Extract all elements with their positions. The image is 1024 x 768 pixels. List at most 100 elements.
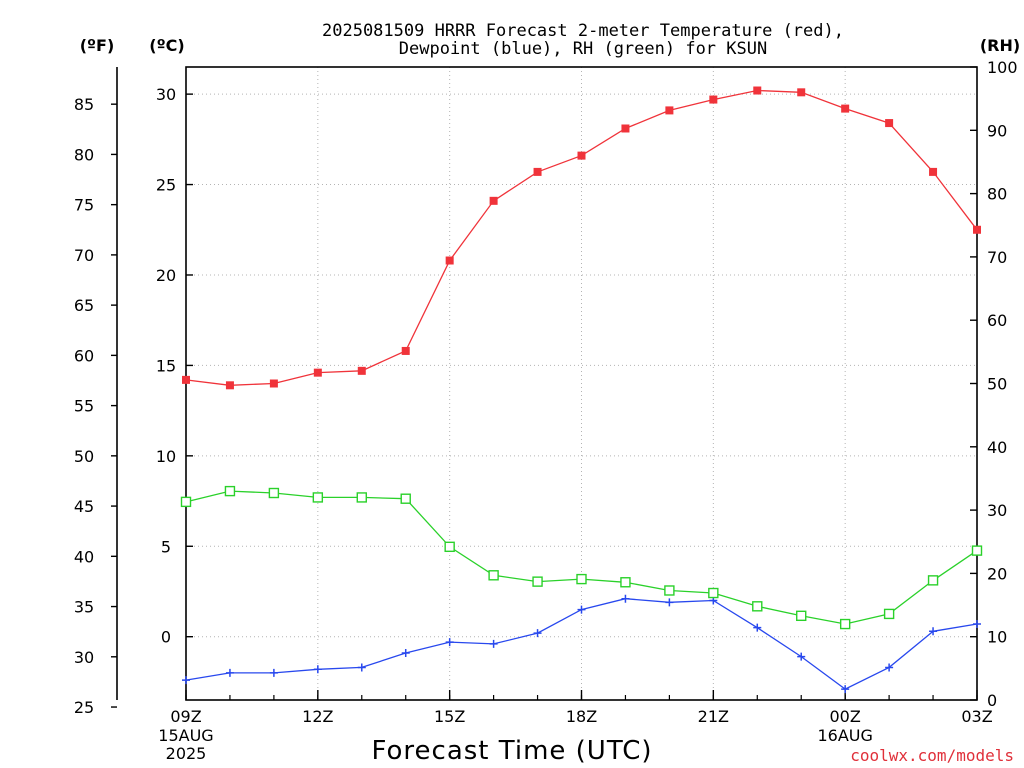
temperature-line — [185, 89, 978, 386]
rh-tick-label: 80 — [987, 185, 1007, 204]
temperature-point — [665, 106, 674, 115]
rh-tick-label: 0 — [987, 691, 997, 710]
temperature-point — [577, 151, 586, 160]
fahrenheit-tick-label: 45 — [74, 497, 94, 516]
fahrenheit-tick-label: 25 — [74, 698, 94, 717]
temperature-point — [797, 88, 806, 97]
temperature-point — [841, 104, 850, 113]
x-tick-label: 00Z — [830, 707, 861, 726]
rh-point — [927, 575, 939, 586]
rh-point — [268, 487, 280, 499]
temperature-point — [973, 225, 981, 234]
x-tick-sublabel: 16AUG — [817, 726, 872, 745]
temperature-point — [533, 167, 542, 176]
rh-tick-label: 40 — [987, 438, 1007, 457]
axes — [111, 66, 978, 708]
rh-point — [444, 541, 455, 553]
rh-point — [664, 585, 675, 596]
dewpoint-point — [973, 620, 981, 629]
fahrenheit-tick-label: 85 — [74, 95, 94, 114]
rh-point — [312, 492, 324, 503]
x-tick-sublabel: 2025 — [166, 744, 207, 763]
dewpoint-point — [753, 623, 762, 632]
dewpoint-point — [665, 598, 674, 607]
x-tick-label: 09Z — [170, 707, 201, 726]
x-tick-label: 18Z — [566, 707, 597, 726]
temperature-point — [929, 167, 938, 176]
rh-axis-label: (RH) — [980, 36, 1020, 55]
rh-tick-label: 60 — [987, 311, 1007, 330]
temperature-point — [885, 119, 894, 128]
celsius-tick-label: 5 — [161, 537, 171, 556]
rh-point — [576, 573, 587, 585]
rh-point — [532, 576, 543, 587]
dewpoint-point — [313, 665, 322, 674]
rh-tick-label: 90 — [987, 121, 1007, 140]
rh-point — [488, 570, 499, 581]
x-tick-label: 12Z — [302, 707, 333, 726]
dewpoint-point — [577, 605, 586, 614]
fahrenheit-tick-label: 55 — [74, 397, 94, 416]
rh-point — [708, 587, 719, 599]
temperature-point — [225, 381, 234, 390]
rh-point — [224, 485, 236, 497]
temperature-point — [621, 124, 630, 133]
temperature-point — [357, 366, 366, 375]
rh-point — [883, 608, 895, 620]
rh-tick-label: 100 — [987, 58, 1018, 77]
dewpoint-point — [797, 652, 806, 661]
dewpoint-point — [841, 685, 850, 694]
x-tick-label: 15Z — [434, 707, 465, 726]
fahrenheit-tick-label: 60 — [74, 346, 94, 365]
celsius-tick-label: 15 — [156, 356, 176, 375]
credit-link[interactable]: coolwx.com/models — [850, 746, 1014, 765]
temperature-point — [401, 346, 410, 355]
fahrenheit-tick-label: 40 — [74, 547, 94, 566]
rh-tick-label: 50 — [987, 375, 1007, 394]
fahrenheit-tick-label: 35 — [74, 598, 94, 617]
dewpoint-point — [357, 663, 366, 672]
celsius-tick-label: 25 — [156, 176, 176, 195]
celsius-tick-label: 30 — [156, 85, 176, 104]
fahrenheit-tick-label: 80 — [74, 145, 94, 164]
fahrenheit-axis-label: (ºF) — [80, 36, 115, 55]
dewpoint-point — [489, 639, 498, 648]
rh-tick-label: 20 — [987, 564, 1007, 583]
rh-point — [796, 610, 807, 622]
x-tick-label: 03Z — [961, 707, 992, 726]
celsius-tick-label: 0 — [161, 628, 171, 647]
rh-point — [971, 545, 983, 556]
dewpoint-point — [182, 676, 190, 685]
dewpoint-point — [225, 668, 234, 677]
chart-title-line-1: 2025081509 HRRR Forecast 2-meter Tempera… — [322, 21, 844, 41]
x-axis-title: Forecast Time (UTC) — [371, 736, 652, 766]
rh-tick-label: 70 — [987, 248, 1007, 267]
temperature-point — [269, 379, 278, 388]
dewpoint-point — [401, 648, 410, 657]
dewpoint-point — [929, 627, 938, 636]
rh-point — [752, 601, 763, 612]
grid-lines — [186, 67, 977, 700]
rh-tick-label: 10 — [987, 628, 1007, 647]
x-tick-sublabel: 15AUG — [158, 726, 213, 745]
celsius-axis-label: (ºC) — [149, 36, 184, 55]
rh-point — [620, 577, 631, 588]
temperature-point — [709, 95, 718, 104]
celsius-tick-label: 20 — [156, 266, 176, 285]
temperature-point — [489, 196, 498, 205]
rh-tick-label: 30 — [987, 501, 1007, 520]
fahrenheit-tick-label: 70 — [74, 246, 94, 265]
rh-point — [180, 496, 192, 508]
tick-labels: 2530354045505560657075808505101520253001… — [74, 58, 1018, 763]
temperature-point — [313, 368, 322, 377]
fahrenheit-tick-label: 75 — [74, 196, 94, 215]
rh-point — [356, 492, 367, 503]
dewpoint-point — [269, 668, 278, 677]
data-series — [180, 86, 983, 694]
temperature-point — [182, 375, 190, 384]
temperature-point — [753, 86, 762, 95]
dewpoint-point — [885, 663, 894, 672]
rh-point — [400, 493, 411, 504]
celsius-tick-label: 10 — [156, 447, 176, 466]
